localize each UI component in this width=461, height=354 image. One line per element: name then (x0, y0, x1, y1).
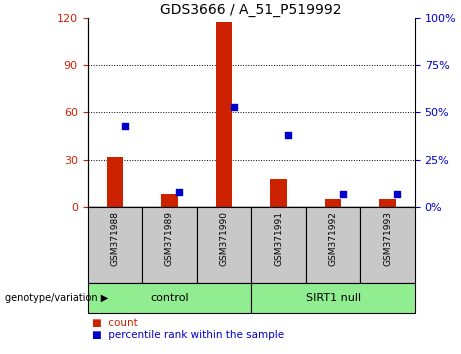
Bar (270, 179, 287, 207)
Point (339, 191, 347, 197)
Text: control: control (150, 293, 189, 303)
Bar (106, 156, 123, 207)
Point (230, 104, 237, 109)
Text: GSM371992: GSM371992 (329, 211, 337, 266)
Text: GSM371993: GSM371993 (383, 211, 392, 266)
Bar (197, 207, 251, 283)
Point (176, 189, 183, 195)
Text: ■  percentile rank within the sample: ■ percentile rank within the sample (92, 330, 284, 339)
Text: GSM371988: GSM371988 (110, 211, 119, 266)
Point (121, 123, 128, 129)
Text: genotype/variation ▶: genotype/variation ▶ (5, 293, 108, 303)
Text: SIRT1 null: SIRT1 null (306, 293, 361, 303)
Bar (251, 207, 306, 283)
Text: GSM371989: GSM371989 (165, 211, 174, 266)
Bar (161, 194, 177, 207)
Bar (379, 199, 396, 207)
Title: GDS3666 / A_51_P519992: GDS3666 / A_51_P519992 (160, 3, 342, 17)
Bar (88, 207, 142, 283)
Bar (216, 22, 232, 207)
Bar (251, 283, 415, 313)
Bar (325, 199, 341, 207)
Text: ■  count: ■ count (92, 318, 138, 328)
Text: GSM371991: GSM371991 (274, 211, 283, 266)
Point (394, 191, 401, 197)
Text: GSM371990: GSM371990 (219, 211, 229, 266)
Bar (361, 207, 415, 283)
Bar (306, 207, 361, 283)
Bar (142, 207, 197, 283)
Bar (88, 283, 251, 313)
Point (284, 132, 292, 138)
